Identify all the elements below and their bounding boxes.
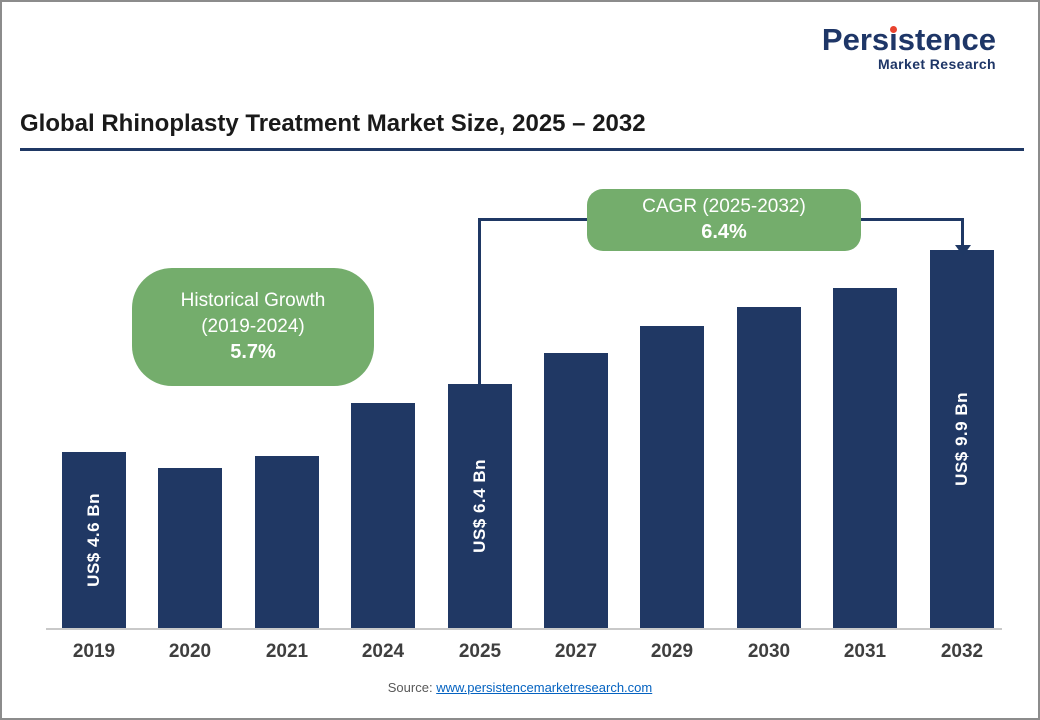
x-axis-tick-2027: 2027 [554, 641, 598, 662]
x-axis-tick-2032: 2032 [940, 641, 984, 662]
bar-value-label: US$ 4.6 Bn [84, 493, 103, 587]
title-divider [20, 148, 1024, 151]
brand-name-post: stence [897, 22, 996, 57]
brand-i-stem: ı [889, 22, 898, 57]
bar-2021 [255, 456, 319, 628]
brand-tagline: Market Research [877, 56, 996, 72]
bar-2025: US$ 6.4 Bn [448, 384, 512, 628]
bar-2030 [737, 307, 801, 628]
x-axis-tick-2021: 2021 [265, 641, 309, 662]
source-label: Source: [387, 680, 433, 695]
historical-line1: Historical Growth [180, 289, 326, 311]
arrow-down-icon [955, 245, 971, 256]
brand-name: Persı stence [822, 24, 996, 55]
x-axis-line [46, 628, 1002, 630]
bar-2029 [640, 326, 704, 628]
bar-2020 [158, 468, 222, 628]
callout-historical-growth: Historical Growth (2019-2024) 5.7% [132, 268, 374, 386]
connector-line-2025 [478, 218, 481, 384]
historical-value: 5.7% [230, 341, 276, 364]
x-axis-tick-2031: 2031 [843, 641, 887, 662]
callout-cagr: CAGR (2025-2032) 6.4% [587, 189, 861, 251]
source-line: Source: www.persistencemarketresearch.co… [2, 680, 1038, 695]
x-axis-tick-2029: 2029 [650, 641, 694, 662]
brand-logo: Persı stence Market Research [822, 24, 996, 72]
connector-line-2032 [961, 218, 964, 246]
bar-value-label: US$ 9.9 Bn [952, 392, 971, 486]
bar-2032: US$ 9.9 Bn [930, 250, 994, 628]
bar-value-label: US$ 6.4 Bn [470, 459, 489, 553]
bar-2027 [544, 353, 608, 628]
connector-line-right [860, 218, 964, 221]
x-axis-tick-2030: 2030 [747, 641, 791, 662]
historical-line2: (2019-2024) [201, 315, 305, 337]
cagr-value: 6.4% [701, 221, 747, 244]
x-axis-tick-2025: 2025 [458, 641, 502, 662]
bar-2019: US$ 4.6 Bn [62, 452, 126, 628]
x-axis-tick-2020: 2020 [168, 641, 212, 662]
bar-2024 [351, 403, 415, 628]
connector-line-left [478, 218, 588, 221]
x-axis-tick-2024: 2024 [361, 641, 405, 662]
brand-i-letter: ı [889, 24, 898, 55]
red-dot-icon [890, 26, 898, 33]
x-axis-tick-2019: 2019 [72, 641, 116, 662]
cagr-line1: CAGR (2025-2032) [642, 195, 806, 217]
source-link[interactable]: www.persistencemarketresearch.com [436, 680, 653, 695]
page-title: Global Rhinoplasty Treatment Market Size… [20, 110, 646, 137]
bar-2031 [833, 288, 897, 628]
brand-name-pre: Pers [821, 22, 890, 57]
